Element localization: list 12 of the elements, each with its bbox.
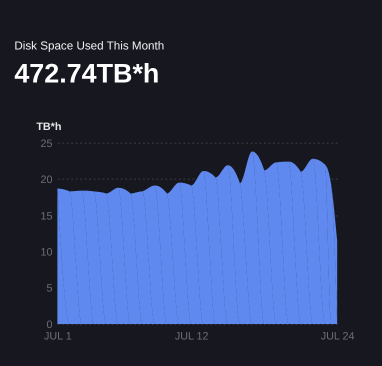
y-axis-title: TB*h [36, 120, 62, 133]
y-tick-label: 5 [46, 282, 52, 295]
y-tick-label: 15 [40, 210, 52, 222]
x-tick-label: JUL 12 [174, 330, 208, 343]
y-tick-label: 10 [40, 246, 52, 259]
x-tick-label: JUL 24 [320, 330, 354, 343]
y-tick-label: 20 [40, 174, 52, 186]
y-tick-label: 25 [40, 138, 52, 150]
chart-title: Disk Space Used This Month [14, 40, 164, 53]
x-tick-label: JUL 1 [44, 330, 72, 343]
y-tick-label: 0 [46, 318, 52, 331]
chart-subtitle: 472.74TB*h [14, 58, 160, 89]
